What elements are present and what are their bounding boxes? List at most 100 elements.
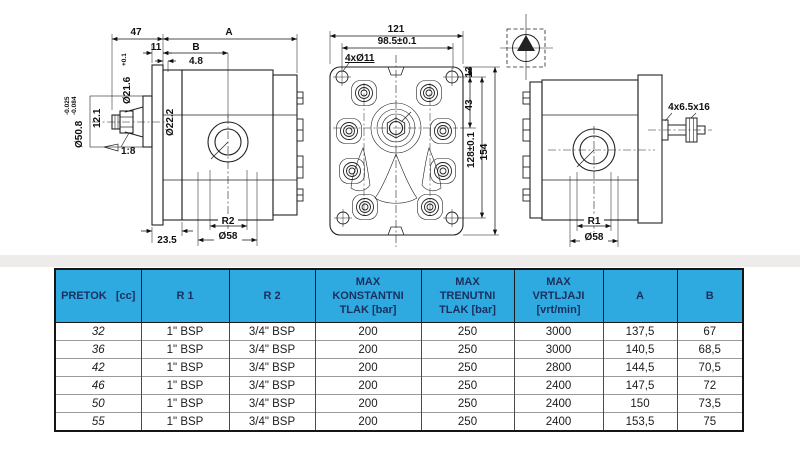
port-r2-label: R2 <box>222 216 235 227</box>
dim-98-5: 98.5±0.1 <box>378 36 417 47</box>
table-cell: 42 <box>54 358 142 377</box>
dim-11: 11 <box>151 42 162 53</box>
table-cell: 200 <box>314 412 422 431</box>
dia-58-left: Ø58 <box>219 231 238 242</box>
left-view-dimensions <box>111 34 298 246</box>
flange-plate <box>151 64 164 226</box>
table-cell: 3000 <box>513 322 604 341</box>
taper-label: 1:8 <box>121 146 136 157</box>
table-cell: 3/4" BSP <box>228 322 316 341</box>
table-cell: 137,5 <box>602 322 678 341</box>
table-cell: 150 <box>602 394 678 413</box>
stud-bolt <box>648 117 712 143</box>
table-cell: 32 <box>54 322 142 341</box>
table-cell: 153,5 <box>602 412 678 431</box>
table-cell: 3/4" BSP <box>228 340 316 359</box>
dim-154: 154 <box>479 143 490 160</box>
dim-128: 128±0.1 <box>466 132 477 169</box>
table-cell: 1" BSP <box>140 412 230 431</box>
table-row: 50 1" BSP 3/4" BSP 200 250 2400 150 73,5 <box>54 394 744 413</box>
table-row: 55 1" BSP 3/4" BSP 200 250 2400 153,5 75 <box>54 412 744 431</box>
table-row: 36 1" BSP 3/4" BSP 200 250 3000 140,5 68,5 <box>54 340 744 359</box>
table-cell: 250 <box>420 376 515 395</box>
table-cell: 1" BSP <box>140 376 230 395</box>
table-cell: 2400 <box>513 394 604 413</box>
left-side-view <box>89 64 304 232</box>
separator-band <box>0 255 800 267</box>
dim-B: B <box>192 42 199 53</box>
dim-121: 121 <box>388 24 405 35</box>
table-cell: 2400 <box>513 376 604 395</box>
table-cell: 140,5 <box>602 340 678 359</box>
table-cell: 1" BSP <box>140 340 230 359</box>
rear-flange <box>637 74 663 224</box>
dim-A: A <box>225 27 232 38</box>
table-cell: 67 <box>676 322 744 341</box>
shaft-center <box>370 102 422 154</box>
table-cell: 3000 <box>513 340 604 359</box>
table-cell: 75 <box>676 412 744 431</box>
table-row: 42 1" BSP 3/4" BSP 200 250 2800 144,5 70,5 <box>54 358 744 377</box>
right-side-view <box>500 14 712 232</box>
table-cell: 3/4" BSP <box>228 394 316 413</box>
col-pretok: PRETOK [cc] <box>54 268 142 323</box>
col-r2: R 2 <box>228 268 316 323</box>
table-cell: 2800 <box>513 358 604 377</box>
table-cell: 1" BSP <box>140 394 230 413</box>
casting-contours <box>336 80 456 220</box>
table-cell: 1" BSP <box>140 322 230 341</box>
taper-symbol <box>103 143 119 152</box>
front-flange-view <box>329 55 464 247</box>
table-cell: 50 <box>54 394 142 413</box>
pump-body <box>181 69 274 221</box>
table-cell: 200 <box>314 394 422 413</box>
dim-4-8: 4.8 <box>189 56 203 67</box>
dia-58-right: Ø58 <box>585 232 604 243</box>
table-header-row: PRETOK [cc] R 1 R 2 MAX KONSTANTNI TLAK … <box>54 268 744 323</box>
table-cell: 1" BSP <box>140 358 230 377</box>
col-r1: R 1 <box>140 268 230 323</box>
table-cell: 70,5 <box>676 358 744 377</box>
hydraulic-pump-symbol <box>500 14 553 80</box>
table-cell: 2400 <box>513 412 604 431</box>
dim-23-5: 23.5 <box>157 235 177 246</box>
col-max-vrtljaji: MAX VRTLJAJI [vrt/min] <box>513 268 604 323</box>
front-view-dimensions <box>329 31 500 236</box>
table-cell: 147,5 <box>602 376 678 395</box>
table-cell: 250 <box>420 358 515 377</box>
table-cell: 200 <box>314 376 422 395</box>
dia-21-6: Ø21.6 <box>122 76 133 104</box>
table-cell: 36 <box>54 340 142 359</box>
table-cell: 73,5 <box>676 394 744 413</box>
table-cell: 72 <box>676 376 744 395</box>
col-max-trenutni-tlak: MAX TRENUTNI TLAK [bar] <box>420 268 515 323</box>
table-cell: 200 <box>314 322 422 341</box>
technical-drawing: 47 A 11 B 4.8 Ø21.6 +0.1 Ø22.2 12.1 Ø50.… <box>64 14 712 247</box>
right-view-labels: 4x6.5x16 R1 Ø58 <box>585 102 711 243</box>
col-b: B <box>676 268 744 323</box>
table-cell: 250 <box>420 394 515 413</box>
dia-22-2: Ø22.2 <box>165 108 176 136</box>
flange-outline <box>329 66 464 236</box>
studs-label: 4x6.5x16 <box>668 102 710 113</box>
table-cell: 3/4" BSP <box>228 412 316 431</box>
col-a: A <box>602 268 678 323</box>
dim-13: 13 <box>464 66 475 78</box>
table-cell: 3/4" BSP <box>228 376 316 395</box>
bolt-holes-label: 4xØ11 <box>345 53 375 64</box>
table-row: 46 1" BSP 3/4" BSP 200 250 2400 147,5 72 <box>54 376 744 395</box>
dim-43: 43 <box>464 99 475 111</box>
table-row: 32 1" BSP 3/4" BSP 200 250 3000 137,5 67 <box>54 322 744 341</box>
table-cell: 55 <box>54 412 142 431</box>
table-cell: 200 <box>314 358 422 377</box>
table-cell: 144,5 <box>602 358 678 377</box>
table-cell: 3/4" BSP <box>228 358 316 377</box>
dim-47: 47 <box>130 27 142 38</box>
table-cell: 250 <box>420 412 515 431</box>
table-cell: 250 <box>420 340 515 359</box>
table-cell: 68,5 <box>676 340 744 359</box>
drive-shaft <box>89 95 153 148</box>
front-view-labels: 121 98.5±0.1 4xØ11 13 43 128±0.1 154 <box>345 24 490 168</box>
dim-12-1: 12.1 <box>92 108 103 128</box>
